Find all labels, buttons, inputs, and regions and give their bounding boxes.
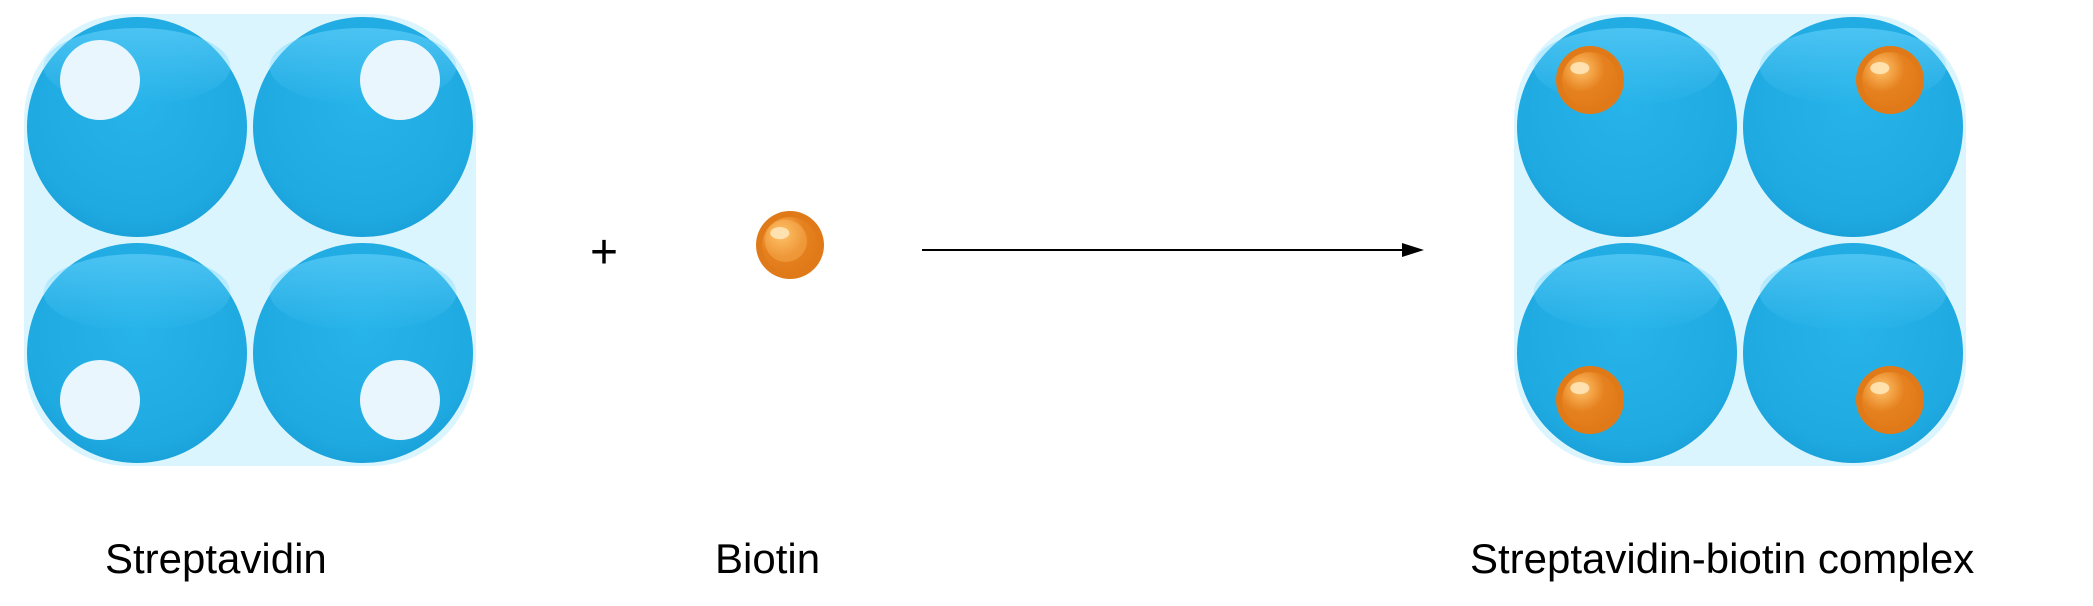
diagram-stage: + Streptavidin Biotin Streptavidin-bioti… — [0, 0, 2093, 606]
streptavidin-biotin-complex — [1494, 0, 1986, 491]
reaction-arrow — [920, 239, 1426, 266]
label-streptavidin: Streptavidin — [105, 535, 327, 583]
plus-symbol: + — [590, 225, 618, 280]
label-complex: Streptavidin-biotin complex — [1470, 535, 1974, 583]
label-biotin: Biotin — [715, 535, 820, 583]
streptavidin-tetramer — [4, 0, 496, 491]
biotin-molecule — [752, 207, 828, 288]
